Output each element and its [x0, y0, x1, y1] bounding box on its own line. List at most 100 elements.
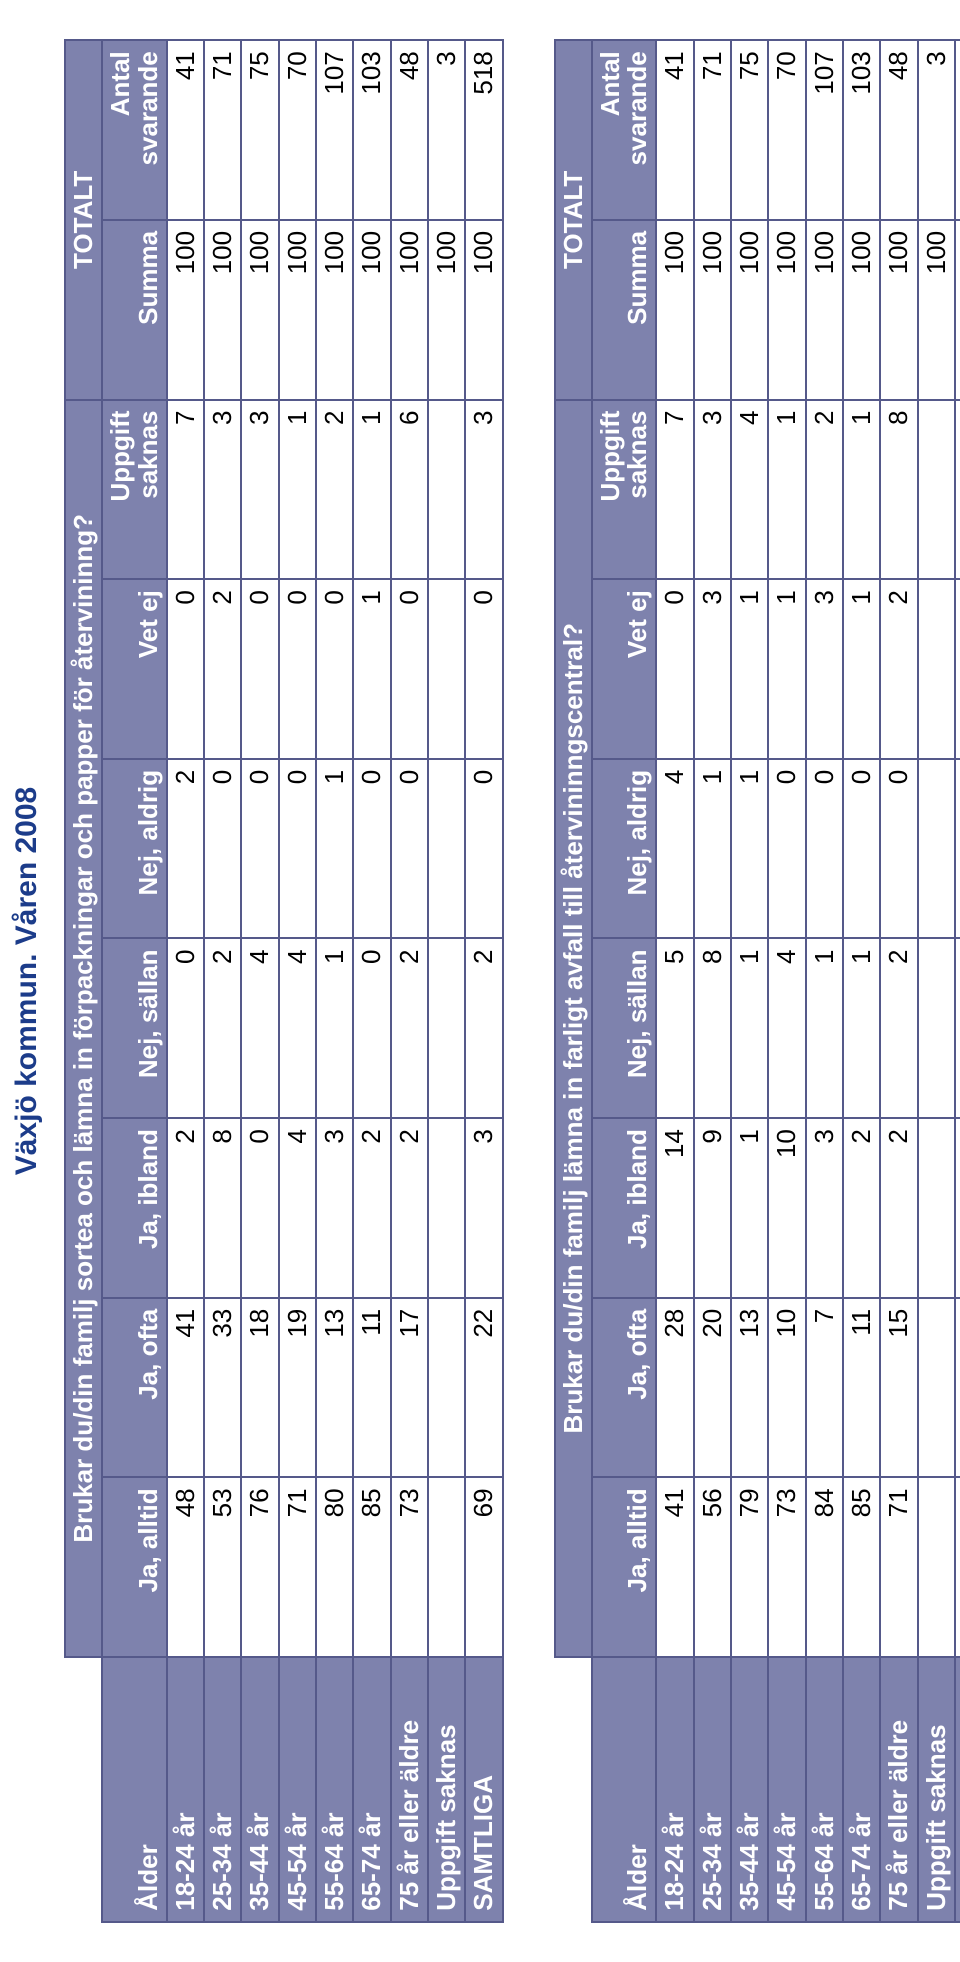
data-cell: 0	[465, 579, 502, 759]
data-cell: 56	[694, 1477, 731, 1657]
table-row: Uppgift saknas 1003	[918, 40, 955, 1922]
data-cell: 2	[880, 938, 917, 1118]
col-ja-alltid: Ja, alltid	[592, 1477, 657, 1657]
table-row: 35-44 år79131111410075	[731, 40, 768, 1922]
data-cell: 75	[731, 40, 768, 220]
data-cell: 100	[806, 220, 843, 400]
data-cell: 2	[204, 579, 241, 759]
data-cell: 3	[918, 40, 955, 220]
corner-cell	[555, 1657, 592, 1922]
data-cell: 2	[880, 1118, 917, 1298]
data-cell: 100	[241, 220, 278, 400]
corner-cell	[65, 1657, 102, 1922]
data-cell: 73	[391, 1477, 428, 1657]
data-cell: 13	[731, 1298, 768, 1478]
data-cell: 15	[880, 1298, 917, 1478]
data-cell: 3	[316, 1118, 353, 1298]
col-uppgift-saknas: Uppgift saknas	[592, 400, 657, 580]
row-label: 55-64 år	[806, 1657, 843, 1922]
survey-table: Brukar du/din familj lämna in farligt av…	[554, 39, 960, 1923]
data-cell: 41	[656, 40, 693, 220]
table-row: 55-64 år84731032100107	[806, 40, 843, 1922]
data-cell: 1	[731, 759, 768, 939]
data-cell: 2	[880, 579, 917, 759]
data-cell: 0	[241, 579, 278, 759]
totalt-header: TOTALT	[65, 40, 102, 399]
totalt-header: TOTALT	[555, 40, 592, 399]
row-label: 35-44 år	[241, 1657, 278, 1922]
row-label: Uppgift saknas	[918, 1657, 955, 1922]
data-cell: 4	[241, 938, 278, 1118]
data-cell	[428, 400, 465, 580]
data-cell	[918, 1118, 955, 1298]
data-cell: 2	[353, 1118, 390, 1298]
data-cell: 4	[731, 400, 768, 580]
row-label: Uppgift saknas	[428, 1657, 465, 1922]
data-cell: 0	[843, 759, 880, 939]
col-summa: Summa	[102, 220, 167, 400]
data-cell: 19	[279, 1298, 316, 1478]
col-nej-aldrig: Nej, aldrig	[102, 759, 167, 939]
data-cell: 3	[955, 400, 960, 580]
data-cell: 0	[167, 579, 204, 759]
data-cell: 33	[204, 1298, 241, 1478]
data-cell: 6	[955, 1118, 960, 1298]
data-cell: 107	[316, 40, 353, 220]
data-cell: 100	[731, 220, 768, 400]
table-row: 25-34 år56209813310071	[694, 40, 731, 1922]
data-cell: 6	[391, 400, 428, 580]
data-cell	[918, 938, 955, 1118]
data-cell: 70	[955, 1477, 960, 1657]
row-label: SAMTLIGA	[955, 1657, 960, 1922]
data-cell: 1	[279, 400, 316, 580]
data-cell: 1	[316, 759, 353, 939]
table-row: 65-74 år851120011100103	[353, 40, 390, 1922]
table-row: 45-54 år71194400110070	[279, 40, 316, 1922]
table-row: 45-54 år731010401110070	[768, 40, 805, 1922]
data-cell: 1	[731, 938, 768, 1118]
data-cell	[428, 938, 465, 1118]
data-cell	[918, 579, 955, 759]
data-cell	[918, 400, 955, 580]
data-cell: 2	[391, 1118, 428, 1298]
data-cell: 100	[918, 220, 955, 400]
data-cell: 4	[279, 1118, 316, 1298]
data-cell: 0	[391, 759, 428, 939]
data-cell: 0	[241, 759, 278, 939]
col-ja-ofta: Ja, ofta	[102, 1298, 167, 1478]
table-row: 55-64 år801331102100107	[316, 40, 353, 1922]
data-cell	[428, 579, 465, 759]
data-cell: 9	[694, 1118, 731, 1298]
data-cell: 5	[656, 938, 693, 1118]
data-cell: 79	[731, 1477, 768, 1657]
data-cell: 48	[167, 1477, 204, 1657]
table-row: Uppgift saknas1003	[428, 40, 465, 1922]
data-cell: 0	[353, 759, 390, 939]
data-cell: 1	[955, 759, 960, 939]
data-cell: 7	[806, 1298, 843, 1478]
table-row: 35-44 år76180400310075	[241, 40, 278, 1922]
data-cell: 69	[465, 1477, 502, 1657]
data-cell: 1	[843, 579, 880, 759]
row-label: 75 år eller äldre	[880, 1657, 917, 1922]
col-nej-aldrig: Nej, aldrig	[592, 759, 657, 939]
data-cell: 3	[204, 400, 241, 580]
row-label: 45-54 år	[279, 1657, 316, 1922]
row-label: 18-24 år	[167, 1657, 204, 1922]
data-cell: 10	[768, 1118, 805, 1298]
data-cell: 3	[806, 579, 843, 759]
data-cell: 100	[204, 220, 241, 400]
data-cell: 1	[731, 579, 768, 759]
data-cell: 2	[391, 938, 428, 1118]
data-cell: 8	[880, 400, 917, 580]
data-cell: 100	[880, 220, 917, 400]
row-label: 75 år eller äldre	[391, 1657, 428, 1922]
data-cell: 0	[241, 1118, 278, 1298]
data-cell: 100	[694, 220, 731, 400]
data-cell: 103	[843, 40, 880, 220]
data-cell: 518	[955, 40, 960, 220]
data-cell: 48	[391, 40, 428, 220]
col-ja-ibland: Ja, ibland	[592, 1118, 657, 1298]
data-cell: 71	[204, 40, 241, 220]
data-cell: 14	[656, 1118, 693, 1298]
